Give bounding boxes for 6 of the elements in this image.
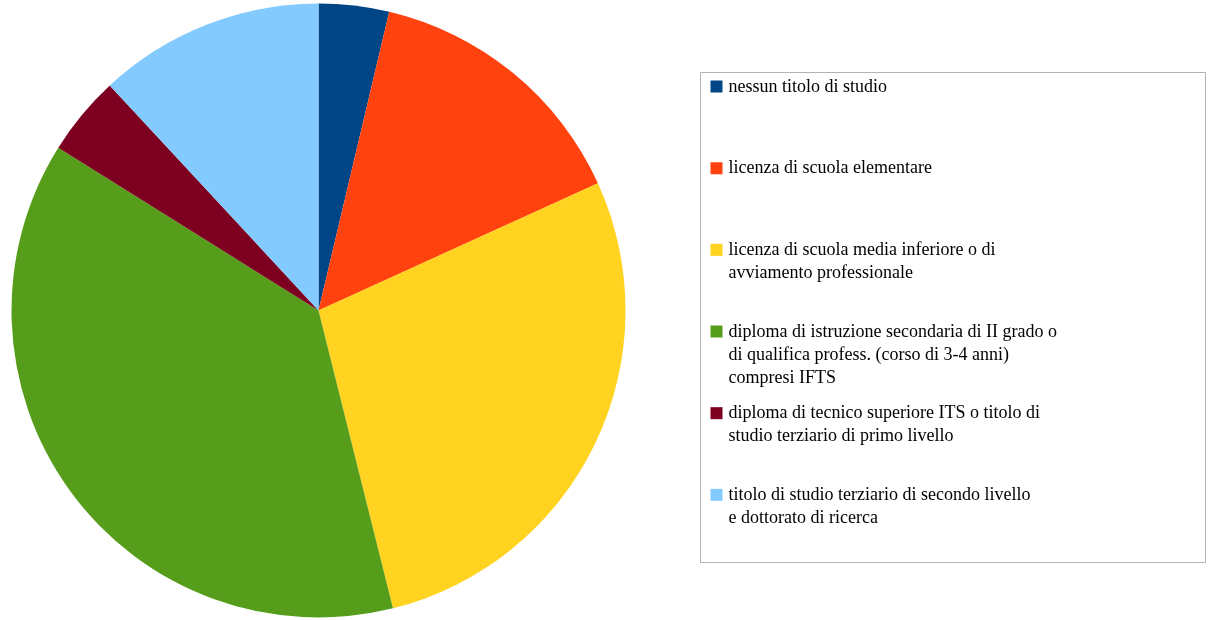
legend-label: licenza di scuola elementare (728, 157, 932, 178)
legend-label: titolo di studio terziario di secondo livello e dottorato di ricerca (728, 483, 1031, 527)
legend-label: diploma di tecnico superiore ITS o titolo di studio terziario di primo livello (728, 402, 1040, 446)
legend-label: nessun titolo di studio (728, 75, 888, 96)
legend-label: diploma di istruzione secondaria di II grado o di qualifica profess. (corso di 3-4 anni) compresi IFTS (728, 320, 1057, 387)
legend-label: licenza di scuola media inferiore o di avviamento professionale (728, 238, 996, 282)
